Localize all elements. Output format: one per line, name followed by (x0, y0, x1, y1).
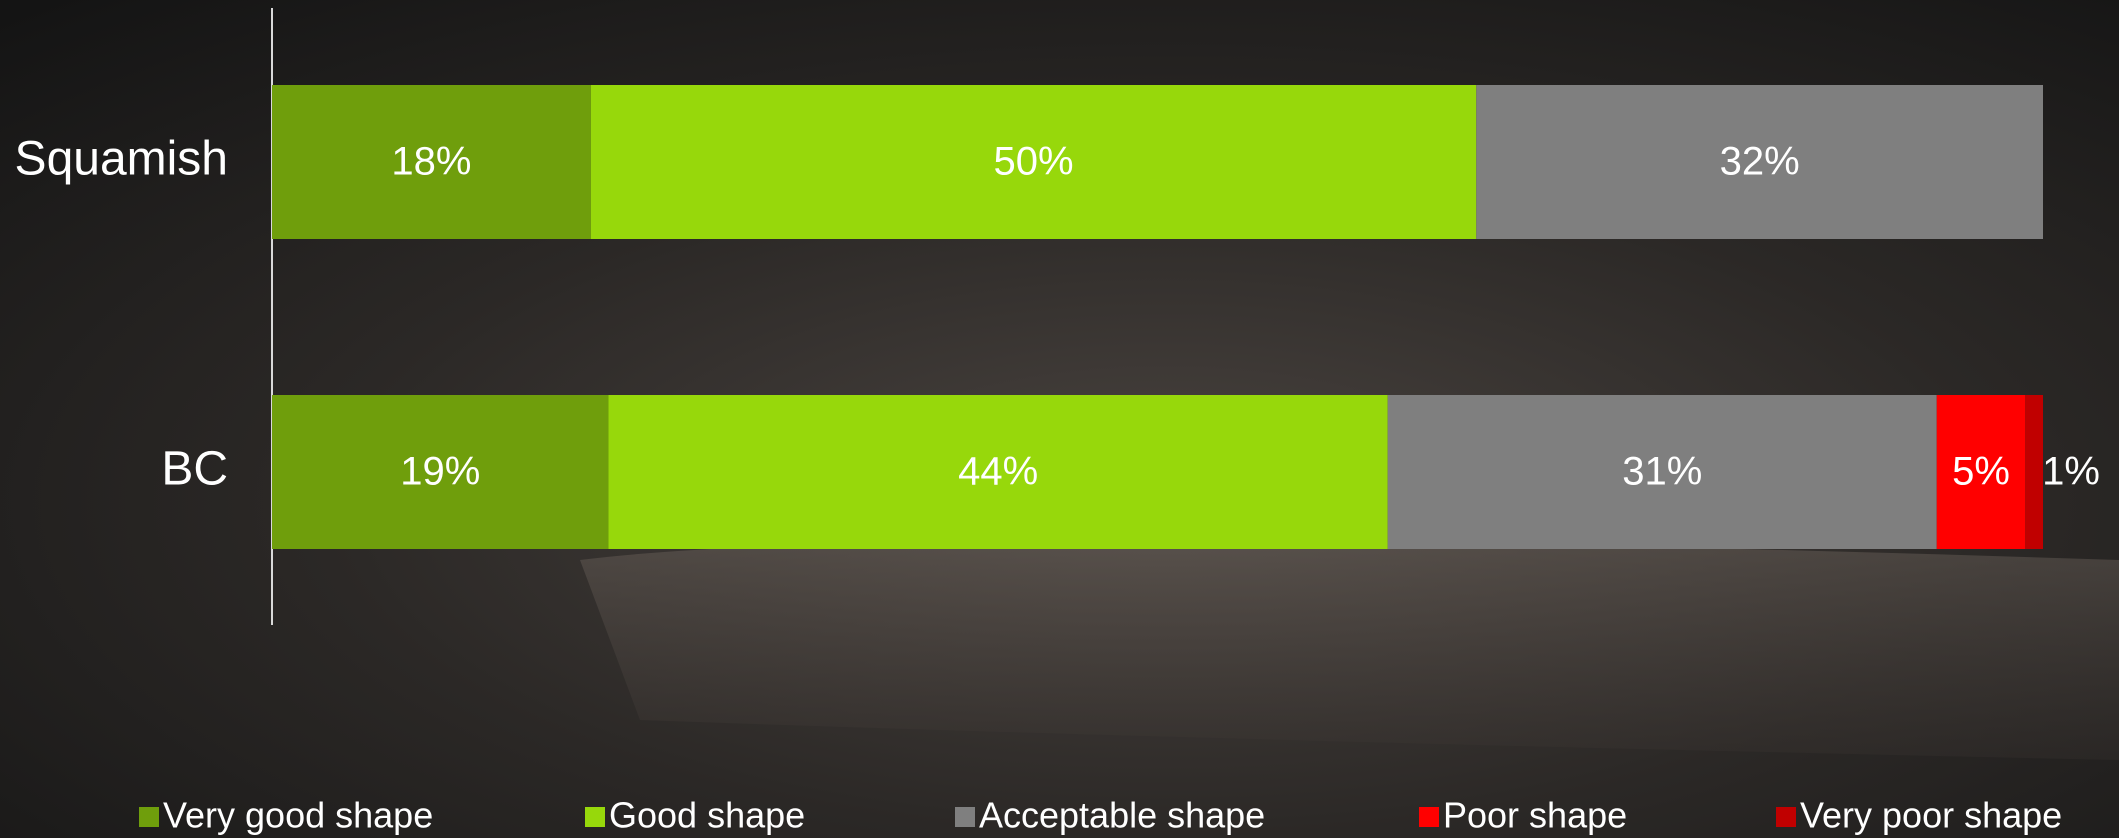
data-label: 19% (400, 450, 480, 494)
legend-label: Poor shape (1443, 795, 1627, 836)
data-label: 1% (2042, 450, 2100, 494)
legend-label: Acceptable shape (979, 795, 1265, 836)
bar-segment (1476, 85, 2043, 239)
legend-marker (139, 807, 159, 827)
legend-marker (1419, 807, 1439, 827)
bar-segment (608, 395, 1388, 549)
data-label: 32% (1720, 140, 1800, 184)
background-book (580, 540, 2119, 760)
legend-marker (955, 807, 975, 827)
data-label: 18% (391, 140, 471, 184)
category-label: Squamish (15, 133, 228, 186)
data-label: 31% (1622, 450, 1702, 494)
category-label: BC (161, 443, 228, 496)
data-label: 50% (993, 140, 1073, 184)
bar-segment (590, 85, 1477, 239)
bar-segment (1387, 395, 1937, 549)
data-label: 44% (958, 450, 1038, 494)
bar-segment (2025, 395, 2043, 549)
bar-segment (272, 395, 609, 549)
data-label: 5% (1952, 450, 2010, 494)
legend-marker (585, 807, 605, 827)
bar-segment (1936, 395, 2026, 549)
legend-label: Good shape (609, 795, 805, 836)
bar-segment (272, 85, 591, 239)
legend-label: Very good shape (163, 795, 433, 836)
legend-marker (1776, 807, 1796, 827)
legend-label: Very poor shape (1800, 795, 2062, 836)
